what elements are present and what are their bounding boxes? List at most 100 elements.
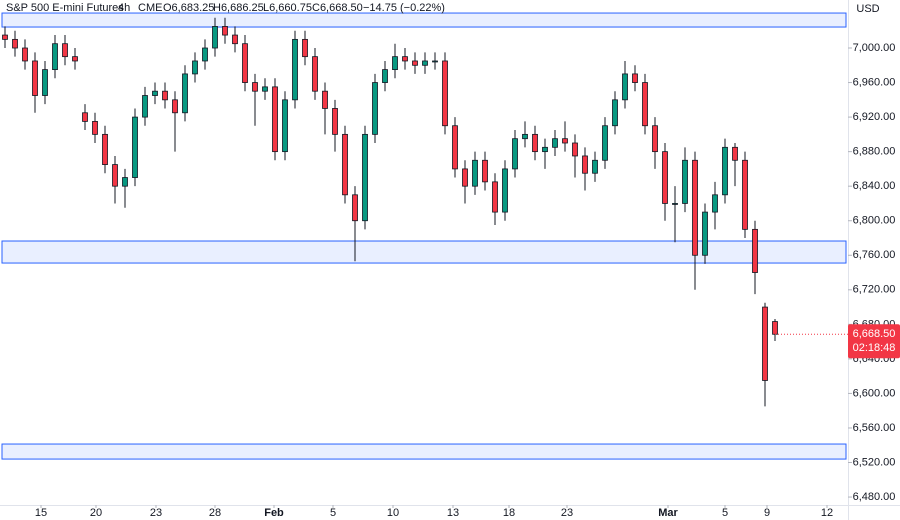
x-tick-label: 23 [561,507,573,519]
legend-low: L6,660.75 [263,2,312,14]
candle-body [772,321,778,335]
y-tick-label: 6,720.00 [853,284,896,296]
candle-body [742,159,748,230]
candle-body [122,177,128,187]
candle-body [642,82,648,127]
legend-close: C6,668.50 [312,2,363,14]
candle-body [322,90,328,109]
candle-body [282,99,288,153]
candle-body [572,142,578,157]
zone [1,443,847,460]
candle-body [732,146,738,161]
candle-body [392,56,398,71]
candle-body [452,125,458,170]
y-tick-label: 6,520.00 [853,456,896,468]
candle-body [82,112,88,122]
candle-body [312,56,318,92]
candle-body [422,60,428,66]
zone [1,12,847,28]
candle-body [172,99,178,114]
x-tick-label: 18 [503,507,515,519]
candle-body [482,159,488,183]
candle-body [472,159,478,187]
y-tick-label: 6,960.00 [853,76,896,88]
legend-open: O6,683.25 [163,2,214,14]
y-tick-label: 6,760.00 [853,249,896,261]
candle-body [622,73,628,101]
candle-body [262,86,268,92]
candle-body [372,82,378,135]
candle-body [12,38,18,49]
y-tick-label: 6,800.00 [853,215,896,227]
candle-body [662,151,668,204]
candle-body [412,60,418,66]
x-tick-label: 13 [447,507,459,519]
candle-body [712,194,718,213]
candle-body [182,73,188,114]
x-tick-label: 12 [821,507,833,519]
legend-symbol: S&P 500 E-mini Futures [6,2,124,14]
candle-body [672,203,678,205]
x-tick-label: 5 [330,507,336,519]
axes: 7,000.00 6,960.00 6,920.00 6,880.00 6,840.00… [35,42,900,519]
candle-body [362,133,368,222]
y-tick-label: 6,880.00 [853,146,896,158]
candle-body [762,306,768,381]
candle-body [192,60,198,75]
candle-body [2,34,8,40]
candle-body [102,133,108,165]
candle-body [652,125,658,153]
x-tick-label: Feb [264,507,284,519]
candle-body [692,159,698,256]
candle-body [22,47,28,62]
x-tick-label: 23 [150,507,162,519]
candle-body [252,82,258,92]
candle-body [72,56,78,62]
candle-body [502,168,508,213]
zones [1,12,847,460]
candle-body [202,47,208,62]
candle-body [592,159,598,174]
x-tick-label: Mar [658,507,678,519]
x-tick-label: 15 [35,507,47,519]
legend-high: H6,686.25 [213,2,264,14]
y-tick-label: 6,840.00 [853,180,896,192]
candle-body [342,133,348,196]
candle-body [432,60,438,63]
candles [2,17,778,407]
legend-change: −14.75 (−0.22%) [363,2,445,14]
candle-body [682,159,688,204]
candle-body [132,116,138,178]
y-tick-label: 6,480.00 [853,491,896,503]
x-tick-label: 9 [764,507,770,519]
candle-body [532,133,538,153]
candle-body [702,211,708,256]
candle-body [162,90,168,101]
candle-body [152,90,158,96]
currency: USD [856,3,879,15]
candle-body [232,34,238,45]
candle-body [552,138,558,148]
candle-body [32,60,38,96]
candle-body [612,99,618,127]
legend-exchange: CME [138,2,162,14]
y-tick-label: 7,000.00 [853,42,896,54]
candle-body [492,181,498,213]
candle-body [752,228,758,273]
candle-body [632,73,638,83]
candle-body [292,38,298,101]
candle-body [352,194,358,222]
candle-body [52,43,58,71]
candle-body [582,155,588,174]
candle-body [112,164,118,187]
legend-interval: 4h [118,2,130,14]
x-tick-label: 5 [722,507,728,519]
y-tick-label: 6,920.00 [853,111,896,123]
y-tick-label: 6,600.00 [853,387,896,399]
candle-body [722,146,728,196]
last-price-tag [848,324,900,359]
candle-body [512,138,518,170]
